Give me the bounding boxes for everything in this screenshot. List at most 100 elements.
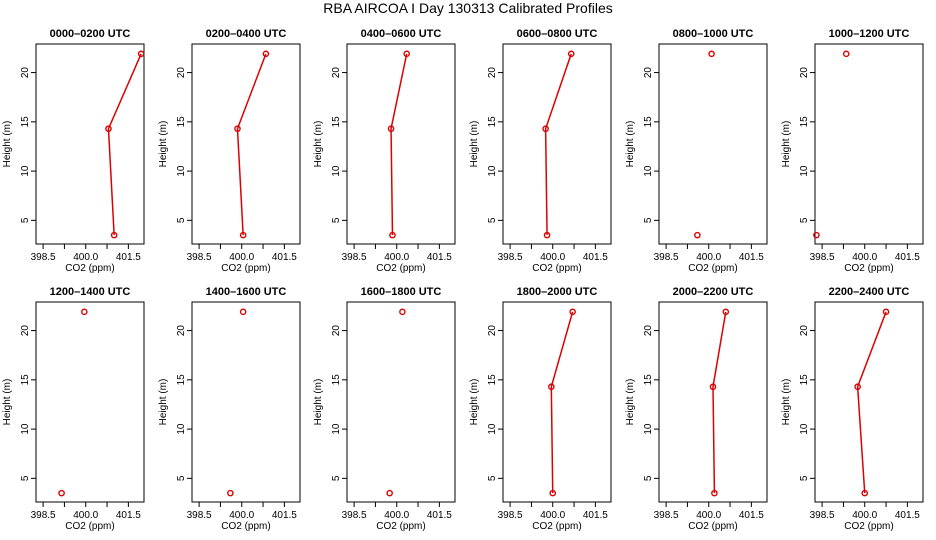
x-axis-label: CO2 (ppm) (688, 263, 737, 274)
y-axis-label: Height (m) (2, 121, 13, 168)
x-tick-label: 401.5 (116, 252, 141, 263)
y-tick-label: 15 (487, 374, 498, 386)
y-tick-label: 10 (176, 165, 187, 177)
data-point (882, 308, 890, 316)
y-tick-label: 5 (643, 475, 654, 481)
profile-line (236, 53, 267, 236)
y-tick-label: 15 (20, 374, 31, 386)
y-tick-label: 5 (20, 475, 31, 481)
x-axis-label: CO2 (ppm) (688, 521, 737, 532)
x-tick-label: 400.0 (384, 252, 409, 263)
x-axis-label: CO2 (ppm) (65, 263, 114, 274)
y-tick-label: 15 (487, 116, 498, 128)
y-axis-label: Height (m) (781, 379, 792, 426)
data-point (81, 308, 88, 316)
x-tick-label: 401.5 (583, 510, 608, 521)
panel-title: 1800–2000 UTC (517, 286, 598, 298)
data-point (813, 231, 820, 239)
profile-panel: 0000–0200 UTC 398.5 400.0 401.5 5 10 15 20 CO2 (… (2, 28, 145, 274)
y-tick-label: 20 (176, 67, 187, 79)
y-tick-label: 20 (20, 325, 31, 337)
x-tick-label: 401.5 (739, 252, 764, 263)
x-tick-label: 401.5 (116, 510, 141, 521)
data-point (403, 50, 410, 58)
data-point (709, 383, 717, 391)
data-point (227, 489, 234, 497)
plot-frame (502, 301, 612, 503)
x-tick-label: 398.5 (654, 510, 679, 521)
y-tick-label: 5 (487, 475, 498, 481)
panel-title: 0400–0600 UTC (361, 28, 442, 40)
x-tick-label: 400.0 (229, 510, 254, 521)
profile-line (107, 53, 142, 236)
profile-line (856, 311, 887, 494)
y-tick-label: 20 (799, 325, 810, 337)
x-tick-label: 400.0 (73, 252, 98, 263)
y-tick-label: 10 (20, 423, 31, 435)
x-tick-label: 398.5 (498, 252, 523, 263)
profile-panel: 1600–1800 UTC 398.5 400.0 401.5 5 10 15 20 CO2 (… (313, 286, 456, 532)
y-tick-label: 15 (20, 116, 31, 128)
plot-frame (35, 43, 145, 245)
y-tick-label: 5 (487, 217, 498, 223)
x-tick-label: 400.0 (540, 510, 565, 521)
x-axis-label: CO2 (ppm) (376, 263, 425, 274)
y-axis-label: Height (m) (313, 121, 324, 168)
y-tick-label: 15 (176, 116, 187, 128)
x-axis-label: CO2 (ppm) (221, 263, 270, 274)
x-tick-label: 400.0 (696, 252, 721, 263)
plot-frame (346, 43, 456, 245)
x-tick-label: 401.5 (583, 252, 608, 263)
plot-frame (191, 301, 301, 503)
x-tick-label: 401.5 (895, 510, 920, 521)
x-tick-label: 398.5 (342, 252, 367, 263)
data-point (567, 50, 575, 58)
profile-panel: 1400–1600 UTC 398.5 400.0 401.5 5 10 15 20 CO2 (… (158, 286, 301, 532)
data-point (694, 231, 701, 239)
plot-frame (658, 43, 768, 245)
y-axis-label: Height (m) (625, 121, 636, 168)
data-point (842, 50, 850, 58)
panel-title: 1000–1200 UTC (829, 28, 910, 40)
y-tick-label: 10 (331, 423, 342, 435)
data-point (389, 231, 396, 239)
y-tick-label: 5 (643, 217, 654, 223)
y-tick-label: 5 (176, 217, 187, 223)
data-point (58, 489, 65, 497)
panel-title: 1200–1400 UTC (50, 286, 131, 298)
profile-panel: 0800–1000 UTC 398.5 400.0 401.5 5 10 15 20 CO2 (… (625, 28, 768, 274)
profile-panel: 1800–2000 UTC 398.5 400.0 401.5 5 10 15 20 CO2 (… (469, 286, 612, 532)
data-point (722, 308, 730, 316)
profile-panel: 1000–1200 UTC 398.5 400.0 401.5 5 10 15 20 CO2 (… (781, 28, 924, 274)
data-point (234, 125, 241, 133)
data-point (239, 231, 247, 239)
y-tick-label: 20 (643, 325, 654, 337)
y-axis-label: Height (m) (2, 379, 13, 426)
y-tick-label: 5 (331, 475, 342, 481)
x-tick-label: 400.0 (384, 510, 409, 521)
data-point (854, 383, 861, 391)
x-tick-label: 400.0 (696, 510, 721, 521)
plot-frame (191, 43, 301, 245)
data-point (861, 489, 869, 497)
x-tick-label: 400.0 (852, 510, 877, 521)
y-tick-label: 15 (331, 374, 342, 386)
x-tick-label: 400.0 (229, 252, 254, 263)
x-axis-label: CO2 (ppm) (532, 521, 581, 532)
x-axis-label: CO2 (ppm) (844, 521, 893, 532)
y-tick-label: 15 (643, 374, 654, 386)
profile-panel: 0400–0600 UTC 398.5 400.0 401.5 5 10 15 20 CO2 (… (313, 28, 456, 274)
data-point (137, 50, 145, 58)
data-point (399, 308, 406, 316)
x-tick-label: 401.5 (272, 252, 297, 263)
y-tick-label: 10 (643, 165, 654, 177)
y-tick-label: 5 (176, 475, 187, 481)
y-tick-label: 20 (799, 67, 810, 79)
x-tick-label: 398.5 (342, 510, 367, 521)
data-point (542, 125, 549, 133)
data-point (387, 125, 395, 133)
y-axis-label: Height (m) (781, 121, 792, 168)
y-tick-label: 5 (20, 217, 31, 223)
data-point (239, 308, 247, 316)
